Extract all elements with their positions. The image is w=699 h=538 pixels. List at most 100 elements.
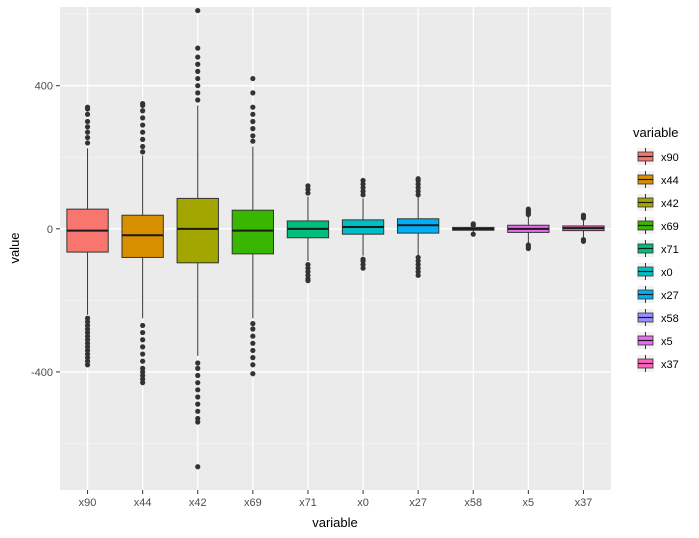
outlier-point: [195, 401, 201, 407]
outlier-point: [195, 394, 201, 400]
outlier-point: [415, 192, 421, 198]
outlier-point: [195, 464, 201, 470]
outlier-point: [415, 258, 421, 264]
outlier-point: [250, 347, 256, 354]
outlier-point: [140, 101, 146, 107]
x-tick-label: x27: [409, 497, 427, 509]
outlier-point: [195, 61, 201, 67]
outlier-point: [84, 322, 91, 329]
legend-item-x27: x27: [637, 286, 679, 303]
outlier-point: [140, 115, 146, 121]
outlier-point: [195, 75, 201, 82]
outlier-point: [525, 242, 531, 248]
outlier-point: [195, 365, 201, 371]
outlier-point: [415, 185, 421, 191]
legend-title: variable: [633, 125, 679, 140]
outlier-point: [195, 97, 201, 103]
y-tick-label: 0: [47, 224, 53, 236]
outlier-point: [415, 262, 421, 268]
y-axis-title: value: [7, 232, 22, 263]
outlier-point: [250, 126, 256, 132]
x-tick-label: x58: [464, 497, 482, 509]
x-tick-label: x71: [299, 497, 317, 509]
outlier-point: [250, 138, 256, 144]
x-axis-title: variable: [312, 515, 358, 530]
outlier-point: [195, 380, 201, 386]
outlier-point: [84, 111, 91, 117]
outlier-point: [140, 108, 146, 114]
outlier-point: [140, 143, 146, 150]
boxplot-series: [66, 7, 605, 470]
outlier-point: [305, 262, 311, 268]
legend-item-x42: x42: [637, 194, 679, 211]
outlier-point: [84, 333, 91, 339]
outlier-point: [305, 183, 311, 189]
outlier-point: [84, 140, 91, 146]
outlier-point: [140, 337, 146, 343]
outlier-point: [140, 351, 146, 357]
outlier-point: [195, 90, 201, 96]
outlier-point: [250, 321, 256, 327]
legend-label: x42: [661, 198, 679, 210]
outlier-point: [415, 181, 421, 187]
outlier-point: [360, 262, 366, 268]
outlier-point: [580, 236, 587, 243]
legend-label: x37: [661, 359, 679, 371]
legend-label: x58: [661, 313, 679, 325]
outlier-point: [84, 124, 91, 130]
legend-label: x71: [661, 244, 679, 256]
outlier-point: [140, 372, 146, 379]
box-x5: [507, 206, 550, 252]
x-tick-label: x90: [79, 497, 97, 509]
y-tick-label: 400: [35, 81, 53, 93]
outlier-point: [84, 134, 91, 141]
minor-gridlines: [60, 13, 611, 444]
outlier-point: [305, 269, 311, 275]
outlier-point: [250, 111, 256, 117]
outlier-point: [250, 371, 256, 377]
legend-items: x90 x44 x42 x69 x71 x0 x27 x58 x5 x37: [637, 148, 679, 372]
outlier-point: [84, 340, 91, 346]
outlier-point: [360, 188, 366, 194]
outlier-point: [195, 415, 201, 422]
outlier-point: [84, 355, 91, 361]
outlier-point: [360, 265, 366, 271]
outlier-point: [140, 329, 146, 336]
x-tick-label: x37: [575, 497, 593, 509]
outlier-point: [140, 365, 146, 371]
outlier-point: [305, 265, 311, 271]
outlier-point: [250, 355, 256, 361]
outlier-point: [195, 372, 201, 379]
legend-label: x27: [661, 290, 679, 302]
legend-label: x5: [661, 336, 673, 348]
outlier-point: [84, 129, 91, 135]
outlier-point: [84, 347, 91, 354]
box-x27: [396, 176, 440, 278]
box-x71: [286, 183, 330, 284]
outlier-point: [195, 45, 201, 51]
outlier-point: [195, 54, 201, 60]
outlier-point: [195, 68, 201, 74]
legend-item-x71: x71: [637, 240, 679, 257]
outlier-point: [360, 256, 366, 262]
outlier-point: [360, 177, 366, 184]
outlier-point: [84, 362, 91, 368]
outlier-point: [360, 192, 366, 198]
outlier-point: [195, 408, 201, 414]
box-body: [121, 214, 164, 258]
outlier-point: [470, 221, 476, 227]
outlier-point: [195, 419, 201, 425]
outlier-point: [140, 358, 146, 364]
y-tick-label: -400: [31, 367, 53, 379]
outlier-point: [250, 118, 256, 125]
legend-item-x69: x69: [637, 217, 679, 234]
outlier-point: [140, 322, 146, 329]
outlier-point: [84, 326, 91, 332]
outlier-point: [84, 315, 91, 321]
outlier-point: [250, 326, 256, 332]
outlier-point: [415, 265, 421, 271]
outlier-point: [305, 272, 311, 278]
outlier-point: [84, 351, 91, 357]
outlier-point: [470, 231, 476, 237]
